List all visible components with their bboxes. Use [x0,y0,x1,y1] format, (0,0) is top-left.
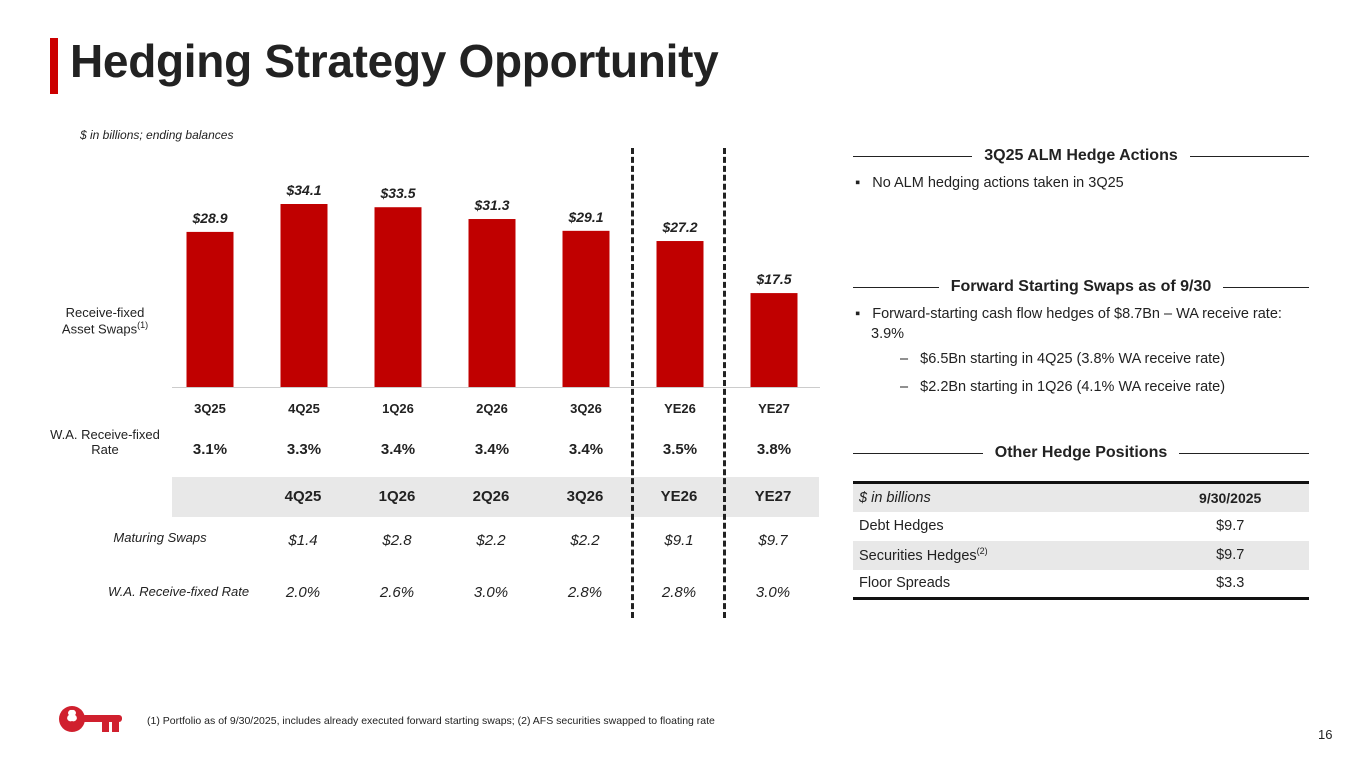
wa-rate-row-label: W.A. Receive-fixed Rate [50,427,160,457]
maturing-header: 3Q26 [566,488,604,505]
maturing-rate: 2.0% [285,584,321,601]
page-number: 16 [1318,727,1333,742]
key-logo-icon [59,706,122,732]
category-label: YE27 [758,401,790,416]
wa-rate-value: 3.5% [662,441,698,458]
data-label: $31.3 [473,197,509,213]
maturing-amount: $2.2 [570,532,600,549]
fss-bullet: ▪ Forward-starting cash flow hedges of $… [855,306,1282,342]
maturing-amount: $1.4 [288,532,318,549]
other-heading: Other Hedge Positions [853,444,1309,462]
wa-rate-value: 3.4% [568,441,604,458]
title-accent-bar [50,38,58,94]
maturing-rate: 2.6% [379,584,415,601]
data-label: $33.5 [379,185,415,201]
wa-rate-value: 3.4% [474,441,510,458]
maturing-rate-row-label: W.A. Receive-fixed Rate [108,584,250,599]
col-header: 9/30/2025 [1199,489,1262,506]
data-label: $27.2 [661,219,697,235]
maturing-header: YE27 [754,488,792,505]
category-label: YE26 [664,401,696,416]
table-row: Debt Hedges $9.7 [859,518,1245,534]
maturing-row-label: Maturing Swaps [113,530,207,545]
fss-heading: Forward Starting Swaps as of 9/30 [853,278,1309,296]
alm-heading: 3Q25 ALM Hedge Actions [853,147,1309,165]
maturing-header: 2Q26 [472,488,510,505]
data-label: $29.1 [567,209,603,225]
bar [186,231,234,387]
maturing-amount: $9.7 [758,532,788,549]
maturing-amount: $9.1 [664,532,694,549]
maturing-header: 4Q25 [284,488,322,505]
wa-rate-value: 3.3% [286,441,322,458]
divider-dashed [723,148,726,618]
data-label: $17.5 [755,271,791,287]
alm-bullet: ▪ No ALM hedging actions taken in 3Q25 [855,175,1124,191]
page-title: Hedging Strategy Opportunity [70,35,719,87]
category-label: 3Q25 [194,401,226,416]
maturing-amount: $2.2 [476,532,506,549]
maturing-header: YE26 [660,488,698,505]
swaps-row-label: Receive-fixed Asset Swaps(1) [61,305,149,337]
footnote: (1) Portfolio as of 9/30/2025, includes … [147,715,715,727]
maturing-rate: 2.8% [567,584,603,601]
bar [468,219,516,387]
category-label: 2Q26 [476,401,508,416]
fss-sub: – $6.5Bn starting in 4Q25 (3.8% WA recei… [900,351,1226,367]
maturing-amount: $2.8 [382,532,412,549]
table-row: Floor Spreads $3.3 [859,575,1245,592]
bar [280,204,328,387]
table-row: Securities Hedges(2) $9.7 [853,540,1309,570]
bar [562,230,610,387]
bar [656,241,704,387]
wa-rate-value: 3.4% [380,441,416,458]
category-label: 3Q26 [570,401,602,416]
category-label: 4Q25 [288,401,320,416]
bar [750,293,798,387]
data-label: $28.9 [191,210,227,226]
units-note: $ in billions; ending balances [80,128,234,142]
data-label: $34.1 [285,182,321,198]
maturing-rate: 3.0% [473,584,509,601]
maturing-rate: 3.0% [755,584,791,601]
other-hedge-table: $ in billions 9/30/2025 Debt Hedges $9.7 S… [853,481,1309,600]
bar [374,207,422,387]
col-header: $ in billions [859,489,931,506]
fss-sub: – $2.2Bn starting in 1Q26 (4.1% WA recei… [900,379,1226,395]
maturing-header-band [172,477,819,517]
maturing-rate: 2.8% [661,584,697,601]
wa-rate-value: 3.8% [756,441,792,458]
category-label: 1Q26 [382,401,414,416]
maturing-header: 1Q26 [378,488,416,505]
wa-rate-value: 3.1% [192,441,228,458]
bar-chart: $28.9 $34.1 $33.5 $31.3 $29.1 $27.2 $17.5 [172,182,820,388]
divider-dashed [631,148,634,618]
